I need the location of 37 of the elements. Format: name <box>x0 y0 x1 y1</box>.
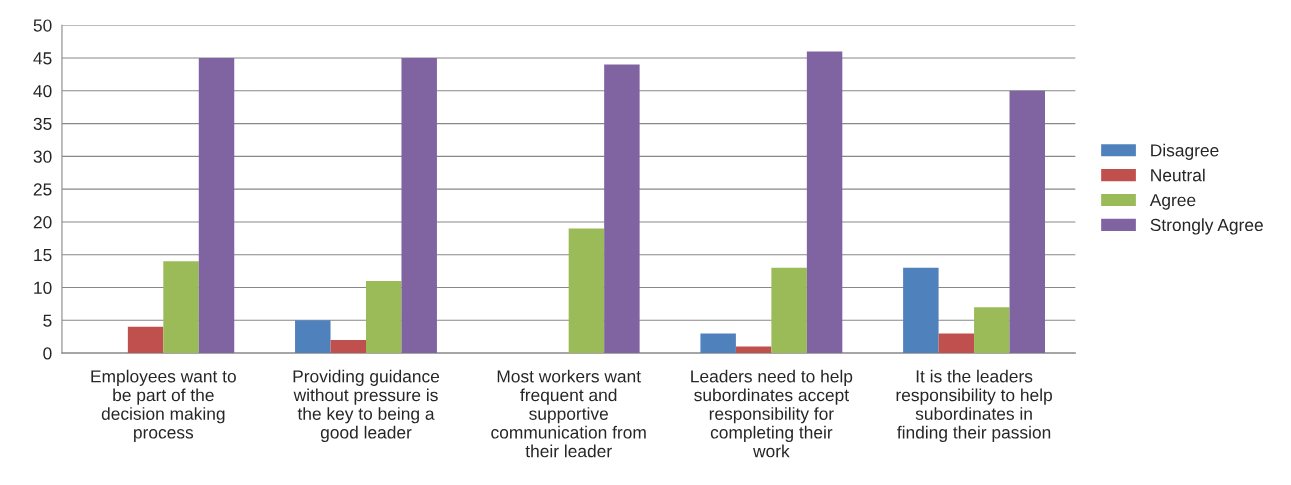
legend-label: Neutral <box>1151 168 1205 182</box>
legend-label: Disagree <box>1151 143 1219 160</box>
x-tick-label: Most workers want frequent and supportive communication from their leader <box>491 369 646 458</box>
bar <box>198 58 235 354</box>
bar <box>700 333 736 354</box>
y-tick-label: 20 <box>33 216 52 229</box>
y-tick-label: 0 <box>43 347 52 360</box>
y-tick-label: 5 <box>43 314 52 327</box>
bar <box>366 280 402 354</box>
y-tick-label: 45 <box>33 52 52 65</box>
bar <box>1009 90 1045 354</box>
bar <box>974 307 1010 354</box>
x-tick-label: It is the leaders responsibility to help subordinates in finding their passion <box>896 369 1052 443</box>
bar <box>604 64 640 354</box>
legend-label: Agree <box>1149 194 1196 210</box>
y-tick-label: 35 <box>33 117 52 131</box>
bar <box>771 267 807 354</box>
bar <box>127 326 164 354</box>
bar <box>401 58 437 354</box>
bar <box>295 320 331 354</box>
x-tick-label: Providing guidance without pressure is the key to being a good leader <box>293 369 440 443</box>
y-tick-label: 30 <box>33 150 52 163</box>
y-tick-label: 40 <box>33 84 52 98</box>
bar <box>330 339 366 354</box>
y-tick-label: 15 <box>34 249 52 262</box>
bar <box>903 267 939 354</box>
y-tick-label: 10 <box>34 281 52 294</box>
bar <box>938 333 975 354</box>
bar <box>806 51 843 354</box>
x-tick-label: Employees want to be part of the decision making process <box>91 369 236 443</box>
legend-label: Strongly Agree <box>1150 218 1263 235</box>
x-tick-label: Leaders need to help subordinates accept responsibility for completing their work <box>691 369 853 458</box>
y-tick-label: 50 <box>33 19 52 32</box>
y-tick-label: 25 <box>33 183 52 196</box>
bar <box>163 261 199 354</box>
bar <box>568 228 605 354</box>
bar <box>735 346 772 354</box>
